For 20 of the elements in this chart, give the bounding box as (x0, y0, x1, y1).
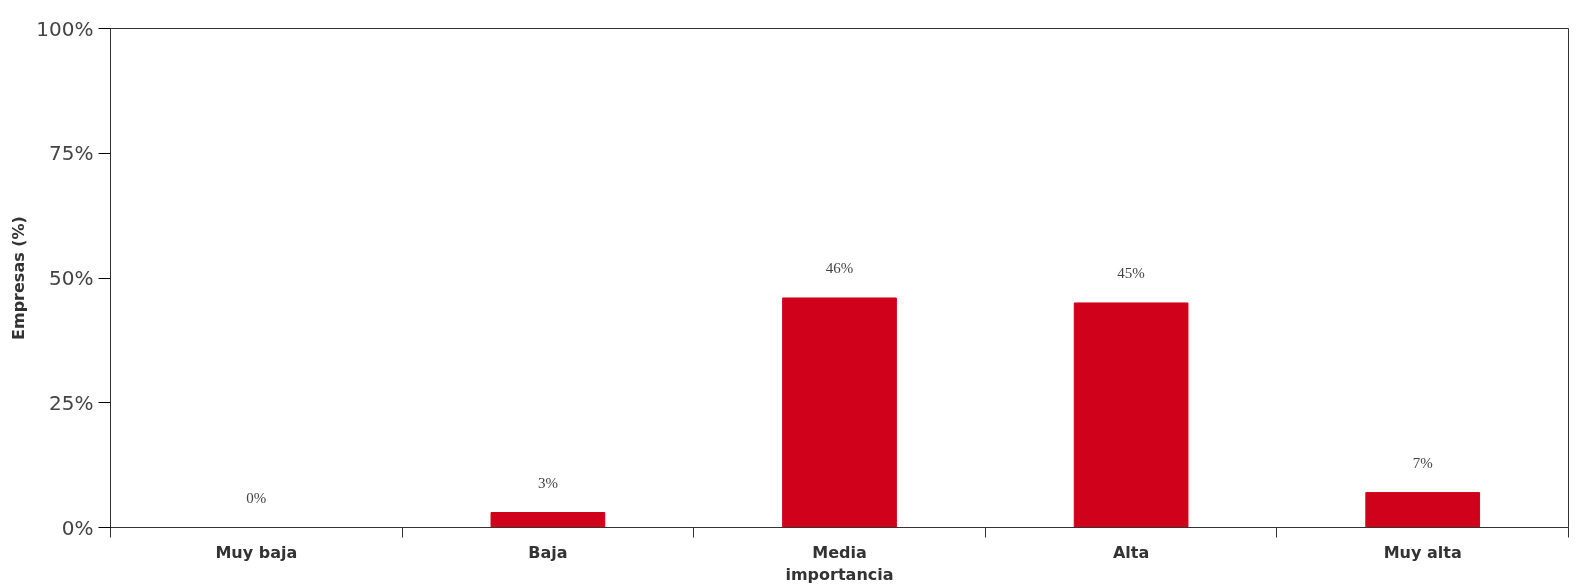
data-label: 46% (825, 259, 854, 276)
y-tick-label: 0% (61, 515, 94, 540)
y-tick-label: 50% (49, 266, 94, 290)
data-label: 0% (246, 489, 267, 506)
x-tick-label: Media importancia (785, 542, 894, 585)
data-label: 7% (1412, 454, 1433, 471)
bar (1365, 492, 1481, 528)
bar (490, 512, 606, 528)
y-axis-title: Empresas (%) (9, 216, 29, 340)
bar (1073, 302, 1189, 528)
x-tick-label: Muy baja (215, 542, 298, 562)
x-tick-label: Muy alta (1383, 542, 1462, 562)
data-label: 3% (537, 474, 558, 491)
y-tick-label: 100% (36, 16, 94, 41)
bar (782, 297, 897, 528)
data-label: 45% (1117, 264, 1145, 281)
x-tick-label: Baja (528, 542, 568, 562)
x-tick-label: Alta (1112, 542, 1150, 562)
y-tick-label: 25% (49, 390, 94, 415)
y-tick-label: 75% (49, 141, 94, 166)
